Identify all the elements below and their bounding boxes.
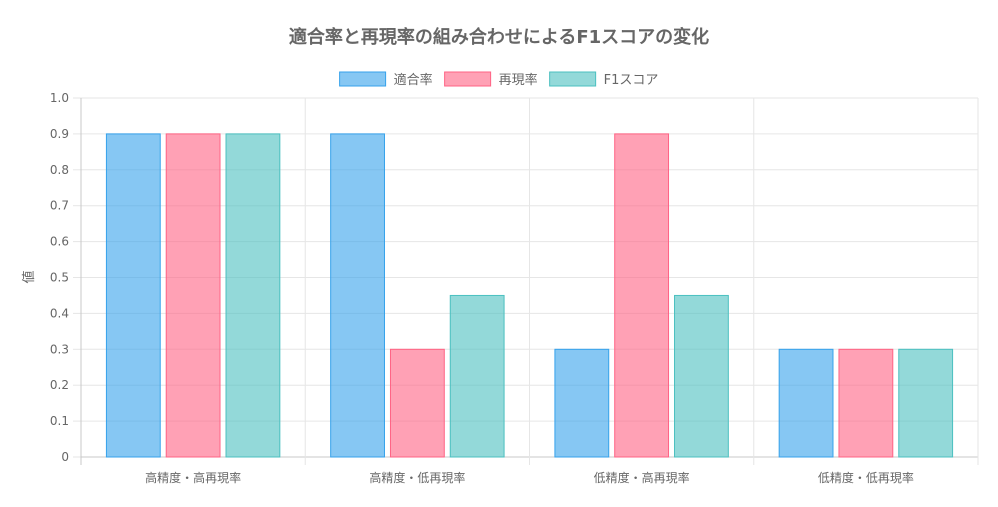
- bar[interactable]: [225, 133, 281, 458]
- bar[interactable]: [554, 348, 610, 458]
- legend-swatch: [549, 71, 597, 87]
- x-tick-label: 高精度・低再現率: [369, 470, 465, 485]
- y-axis: 0 0.1 0.2 0.3 0.4 0.5 0.6 0.7 0.8 0.9 1.0: [50, 91, 69, 464]
- legend-label: 適合率: [394, 72, 433, 88]
- legend-item[interactable]: F1スコア: [549, 71, 659, 88]
- y-tick-label: 0.3: [50, 342, 69, 356]
- bar[interactable]: [165, 133, 221, 458]
- bars: [105, 133, 954, 458]
- y-axis-label: 値: [21, 270, 37, 283]
- bar[interactable]: [449, 294, 505, 458]
- y-tick-label: 0.1: [50, 414, 69, 428]
- y-tick-label: 0.2: [50, 378, 69, 392]
- y-tick-label: 0.4: [50, 306, 69, 320]
- chart-title: 適合率と再現率の組み合わせによるF1スコアの変化: [289, 26, 709, 48]
- y-tick-label: 0.5: [50, 271, 69, 285]
- legend-item[interactable]: 再現率: [444, 71, 538, 88]
- legend-label: 再現率: [499, 72, 538, 88]
- bar[interactable]: [105, 133, 161, 458]
- bar[interactable]: [330, 133, 385, 458]
- x-axis: 高精度・高再現率 高精度・低再現率 低精度・高再現率 低精度・低再現率: [145, 470, 914, 485]
- bar[interactable]: [614, 133, 670, 458]
- legend-swatch: [339, 71, 387, 87]
- legend: 適合率 再現率 F1スコア: [339, 71, 659, 88]
- bar[interactable]: [674, 294, 729, 458]
- y-tick-label: 0.6: [50, 235, 69, 249]
- bar[interactable]: [778, 348, 834, 458]
- bar[interactable]: [389, 348, 445, 458]
- y-tick-label: 0: [61, 450, 69, 464]
- legend-item[interactable]: 適合率: [339, 71, 433, 88]
- y-tick-label: 1.0: [50, 91, 69, 105]
- y-tick-label: 0.7: [50, 199, 69, 213]
- legend-swatch: [444, 71, 492, 87]
- x-tick-label: 低精度・低再現率: [818, 470, 914, 485]
- x-tick-label: 高精度・高再現率: [145, 470, 241, 485]
- bar[interactable]: [898, 348, 954, 458]
- legend-label: F1スコア: [604, 73, 659, 88]
- y-tick-label: 0.8: [50, 163, 69, 177]
- y-tick-label: 0.9: [50, 127, 69, 141]
- x-tick-label: 低精度・高再現率: [594, 470, 690, 485]
- bar[interactable]: [838, 348, 894, 458]
